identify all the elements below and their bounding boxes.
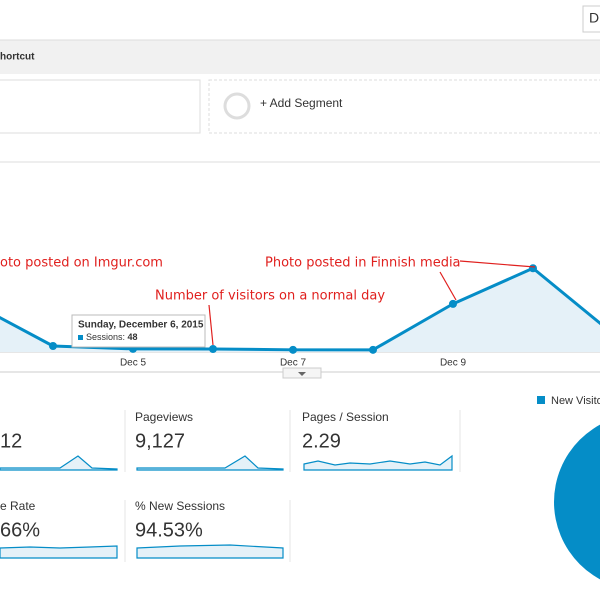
legend-swatch	[537, 396, 545, 404]
annotation: Number of visitors on a normal day	[155, 289, 385, 304]
metric-value: 9,127	[135, 430, 185, 452]
metric-value: 12	[0, 430, 22, 452]
area	[0, 268, 600, 352]
metric-label: % New Sessions	[135, 499, 225, 513]
add-segment-box[interactable]	[208, 79, 600, 134]
toolbar-label[interactable]: hortcut	[0, 52, 35, 63]
tooltip: Sunday, December 6, 2015 Sessions: 48	[71, 314, 206, 348]
metric-value: 66%	[0, 519, 40, 541]
annotation: oto posted on Imgur.com	[0, 256, 163, 271]
tooltip-metric: Sessions: 48	[86, 332, 138, 342]
metric-value: 94.53%	[135, 519, 203, 541]
add-segment[interactable]: + Add Segment	[260, 96, 343, 110]
point	[369, 345, 377, 354]
annotation: Photo posted in Finnish media	[265, 256, 461, 271]
metric-label: Pageviews	[135, 410, 193, 424]
collapse-arrow	[298, 372, 306, 376]
segment-icon	[223, 92, 251, 120]
date-button[interactable]	[582, 5, 600, 33]
point	[49, 342, 57, 350]
annotation-arrow	[439, 271, 457, 301]
tooltip-swatch	[78, 335, 83, 340]
pie-chart	[554, 424, 600, 580]
sparkline	[0, 545, 118, 559]
date-button-label: D	[589, 10, 599, 26]
x-tick-label: Dec 9	[440, 358, 467, 369]
point	[449, 299, 457, 308]
sparkline	[136, 544, 284, 559]
metric-label: e Rate	[0, 499, 36, 513]
point	[289, 345, 297, 354]
tooltip-metric-name: Sessions:	[86, 332, 125, 342]
point	[209, 345, 217, 353]
toolbar	[0, 40, 600, 74]
metric-label: Pages / Session	[302, 410, 389, 424]
x-tick-label: Dec 7	[280, 358, 307, 369]
segment-box[interactable]	[0, 79, 201, 134]
x-tick-label: Dec 5	[120, 358, 147, 369]
sparkline	[136, 455, 284, 471]
point	[529, 264, 537, 273]
sparkline	[303, 454, 453, 471]
sparkline	[0, 455, 118, 471]
metric-value: 2.29	[302, 430, 341, 452]
tooltip-date: Sunday, December 6, 2015	[78, 320, 204, 331]
legend-label: New Visito	[551, 395, 600, 407]
annotation-arrow	[208, 304, 214, 346]
tooltip-value: 48	[128, 332, 138, 342]
annotation-arrow	[459, 260, 536, 268]
tooltip-box	[71, 314, 206, 348]
